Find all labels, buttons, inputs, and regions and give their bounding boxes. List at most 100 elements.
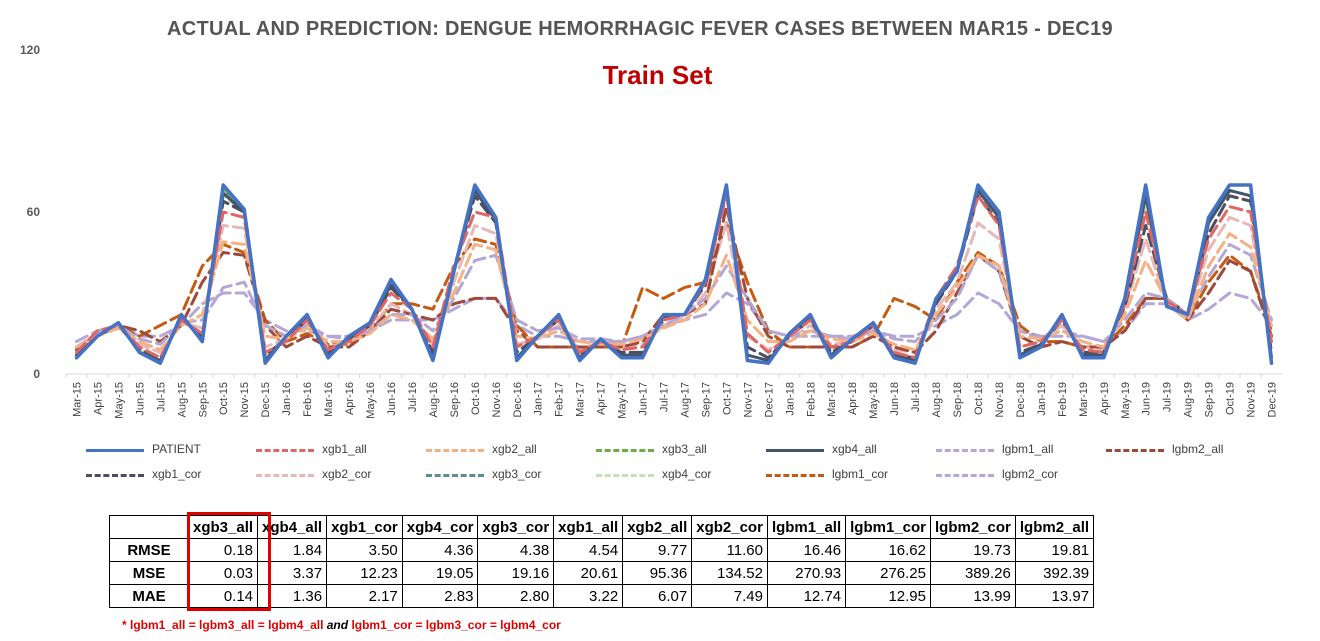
x-tick-label: Dec-15 bbox=[260, 382, 272, 417]
legend-swatch bbox=[766, 449, 824, 452]
x-tick-label: Mar-16 bbox=[323, 382, 335, 417]
footnote: * lgbm1_all = lgbm3_all = lgbm4_all and … bbox=[122, 618, 561, 632]
series-line-xgb3_all bbox=[75, 183, 1273, 365]
metrics-cell: 3.37 bbox=[257, 561, 328, 585]
metrics-cell: 20.61 bbox=[553, 561, 624, 585]
metrics-cell: 19.73 bbox=[930, 538, 1016, 562]
legend-label: xgb1_all bbox=[322, 442, 367, 456]
series-line-PATIENT bbox=[74, 183, 1274, 365]
metrics-cell: 7.49 bbox=[691, 584, 768, 608]
x-tick-label: Sep-16 bbox=[449, 382, 461, 417]
legend-label: xgb4_cor bbox=[662, 467, 712, 481]
x-tick-label: Aug-17 bbox=[679, 382, 691, 417]
legend-label: lgbm2_cor bbox=[1002, 467, 1059, 481]
x-tick-label: Sep-17 bbox=[700, 382, 712, 417]
x-tick-label: Nov-17 bbox=[742, 382, 754, 417]
metrics-column-header: xgb3_cor bbox=[477, 515, 555, 539]
x-tick-label: Nov-18 bbox=[994, 382, 1006, 417]
metrics-cell: 1.84 bbox=[257, 538, 328, 562]
metrics-column-header: lgbm1_cor bbox=[845, 515, 931, 539]
x-tick-label: Jun-15 bbox=[134, 382, 146, 416]
metrics-cell: 4.36 bbox=[401, 538, 479, 562]
series-line-xgb1_all bbox=[75, 194, 1273, 360]
x-tick-label: Apr-17 bbox=[596, 382, 608, 415]
metrics-column-header: xgb2_all bbox=[622, 515, 693, 539]
metrics-row-label: RMSE bbox=[109, 538, 189, 562]
x-tick-label: Jan-19 bbox=[1036, 382, 1048, 416]
x-tick-label: Oct-17 bbox=[721, 382, 733, 415]
x-tick-label: Feb-17 bbox=[554, 382, 566, 417]
legend-swatch bbox=[256, 449, 314, 452]
metrics-cell: 0.18 bbox=[187, 538, 259, 562]
metrics-cell: 12.95 bbox=[845, 584, 931, 608]
x-tick-label: Oct-18 bbox=[973, 382, 985, 415]
x-tick-label: Jun-17 bbox=[638, 382, 650, 416]
x-tick-label: May-19 bbox=[1120, 382, 1132, 419]
legend-swatch bbox=[86, 449, 144, 452]
metrics-column-header: lgbm1_all bbox=[766, 515, 847, 539]
metrics-column-header: xgb1_cor bbox=[326, 515, 403, 539]
legend-swatch bbox=[256, 474, 314, 477]
legend-label: lgbm2_all bbox=[1172, 442, 1224, 456]
x-tick-label: Jul-18 bbox=[910, 382, 922, 412]
metrics-header-row: xgb3_all xgb4_all xgb1_cor xgb4_cor xgb3_cor… bbox=[109, 515, 1095, 539]
metrics-column-header: xgb1_all bbox=[553, 515, 624, 539]
metrics-cell: 0.03 bbox=[187, 561, 259, 585]
x-tick-label: Jan-16 bbox=[281, 382, 293, 416]
metrics-cell: 134.52 bbox=[691, 561, 768, 585]
metrics-cell: 4.54 bbox=[553, 538, 624, 562]
series-line-xgb4_cor bbox=[75, 188, 1273, 362]
x-tick-label: Aug-16 bbox=[428, 382, 440, 417]
metrics-cell: 16.62 bbox=[845, 538, 931, 562]
metrics-table: xgb3_all xgb4_all xgb1_cor xgb4_cor xgb3_cor… bbox=[109, 515, 1095, 608]
legend-swatch bbox=[596, 449, 654, 452]
legend-swatch bbox=[1106, 449, 1164, 452]
metrics-cell: 3.50 bbox=[326, 538, 403, 562]
footnote-part2: lgbm1_cor = lgbm3_cor = lgbm4_cor bbox=[351, 618, 561, 632]
x-tick-label: Jun-19 bbox=[1141, 382, 1153, 416]
x-tick-label: Dec-17 bbox=[763, 382, 775, 417]
x-tick-label: Jan-17 bbox=[533, 382, 545, 416]
x-tick-label: Apr-15 bbox=[92, 382, 104, 415]
legend-swatch bbox=[426, 474, 484, 477]
x-tick-label: Dec-16 bbox=[512, 382, 524, 417]
x-tick-label: Jul-19 bbox=[1162, 382, 1174, 412]
metrics-corner-cell bbox=[109, 515, 189, 539]
metrics-cell: 1.36 bbox=[257, 584, 328, 608]
metrics-cell: 392.39 bbox=[1014, 561, 1095, 585]
x-tick-label: May-17 bbox=[617, 382, 629, 419]
legend-label: lgbm1_cor bbox=[832, 467, 889, 481]
x-tick-label: May-18 bbox=[868, 382, 880, 419]
metrics-column-header: xgb4_all bbox=[257, 515, 328, 539]
x-tick-label: Aug-15 bbox=[176, 382, 188, 417]
metrics-row-mse: MSE 0.03 3.37 12.23 19.05 19.16 20.61 95.36 134.… bbox=[109, 561, 1095, 585]
metrics-cell: 2.17 bbox=[326, 584, 403, 608]
metrics-column-header: xgb4_cor bbox=[401, 515, 479, 539]
metrics-cell: 12.23 bbox=[326, 561, 403, 585]
metrics-row-rmse: RMSE 0.18 1.84 3.50 4.36 4.38 4.54 9.77 11.60 16.… bbox=[109, 538, 1095, 562]
metrics-cell: 19.05 bbox=[401, 561, 479, 585]
metrics-cell: 389.26 bbox=[930, 561, 1016, 585]
x-tick-label: Aug-19 bbox=[1183, 382, 1195, 417]
legend-swatch bbox=[936, 449, 994, 452]
y-tick-label: 60 bbox=[27, 205, 41, 219]
metrics-cell: 9.77 bbox=[622, 538, 693, 562]
x-tick-label: Dec-18 bbox=[1015, 382, 1027, 417]
x-tick-label: Nov-16 bbox=[491, 382, 503, 417]
legend-swatch bbox=[86, 474, 144, 477]
x-tick-label: May-15 bbox=[113, 382, 125, 419]
x-tick-label: Jun-18 bbox=[889, 382, 901, 416]
legend-swatch bbox=[596, 474, 654, 477]
metrics-column-header: lgbm2_cor bbox=[930, 515, 1016, 539]
x-tick-label: Nov-19 bbox=[1246, 382, 1258, 417]
metrics-column-header: lgbm2_all bbox=[1014, 515, 1095, 539]
metrics-row-label: MSE bbox=[109, 561, 189, 585]
legend-label: xgb2_cor bbox=[322, 467, 372, 481]
x-tick-label: Sep-15 bbox=[197, 382, 209, 417]
legend-swatch bbox=[426, 449, 484, 452]
legend-label: PATIENT bbox=[152, 442, 201, 456]
x-tick-label: Feb-19 bbox=[1057, 382, 1069, 417]
footnote-part1: * lgbm1_all = lgbm3_all = lgbm4_all bbox=[122, 618, 324, 632]
legend-label: xgb4_all bbox=[832, 442, 877, 456]
x-tick-label: Apr-18 bbox=[847, 382, 859, 415]
